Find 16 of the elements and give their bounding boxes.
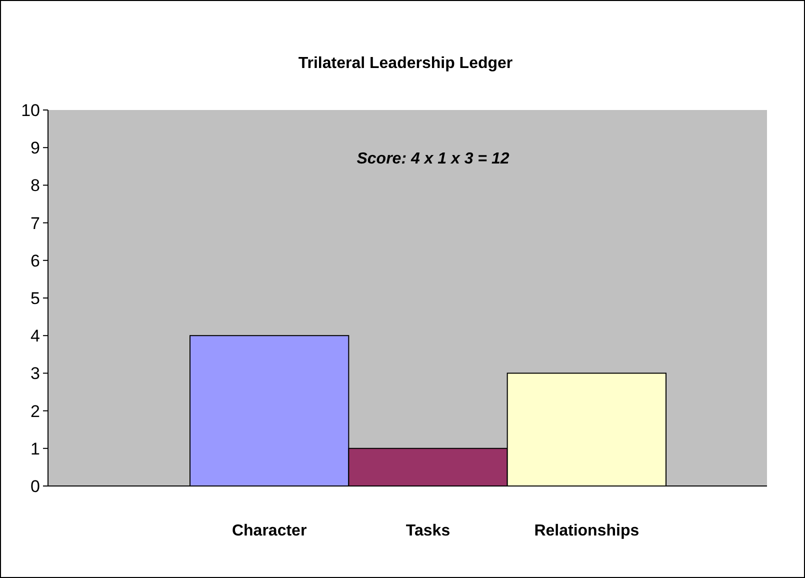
y-tick-label: 5 [30,288,40,308]
x-tick-label: Character [232,522,307,540]
y-tick-label: 2 [30,402,40,421]
y-tick-label: 0 [30,476,40,496]
y-tick-label: 4 [30,326,40,346]
y-tick-label: 9 [30,138,40,158]
x-tick-label: Relationships [534,522,640,540]
x-tick-label: Tasks [406,522,450,540]
y-tick-label: 10 [21,100,40,120]
y-tick-label: 3 [30,364,40,384]
y-tick-label: 6 [30,251,40,270]
y-tick-label: 7 [30,214,40,233]
y-tick-label: 8 [30,176,40,196]
chart-title: Trilateral Leadership Ledger [298,55,513,72]
y-tick-label: 1 [30,439,40,458]
annotation: Score: 4 x 1 x 3 = 12 [356,150,510,168]
